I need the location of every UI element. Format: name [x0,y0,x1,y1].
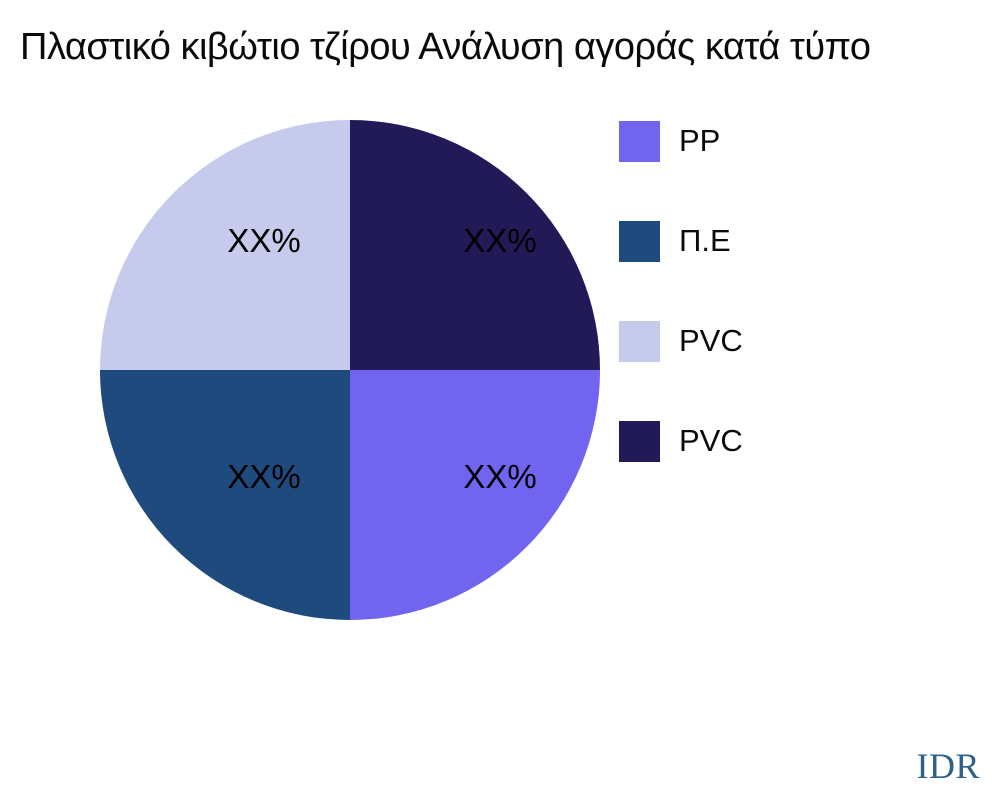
legend-swatch-pe [619,220,660,262]
legend-label-pvc-light: PVC [679,323,743,358]
legend-swatch-pvc-light [619,320,660,362]
pie-slice-label-pvc-light: XX% [227,222,301,259]
pie-slice-label-pe: XX% [227,458,301,495]
pie-slice-label-pp: XX% [463,458,537,495]
legend-label-pvc-dark: PVC [679,423,743,458]
legend-item-pe: Π.Ε [619,220,743,262]
legend-item-pvc-dark: PVC [619,420,743,462]
pie-slice-label-pvc-dark: XX% [463,222,537,259]
legend-swatch-pp [619,120,660,162]
legend-item-pp: PP [619,120,743,162]
legend-swatch-pvc-dark [619,420,660,462]
legend-label-pe: Π.Ε [679,223,731,258]
legend-item-pvc-light: PVC [619,320,743,362]
pie-chart: XX% XX% XX% XX% [100,120,600,620]
legend: PP Π.Ε PVC PVC [619,120,743,462]
brand-watermark: IDR [916,746,980,786]
legend-label-pp: PP [679,123,721,158]
chart-title: Πλαστικό κιβώτιο τζίρου Ανάλυση αγοράς κ… [20,26,871,68]
